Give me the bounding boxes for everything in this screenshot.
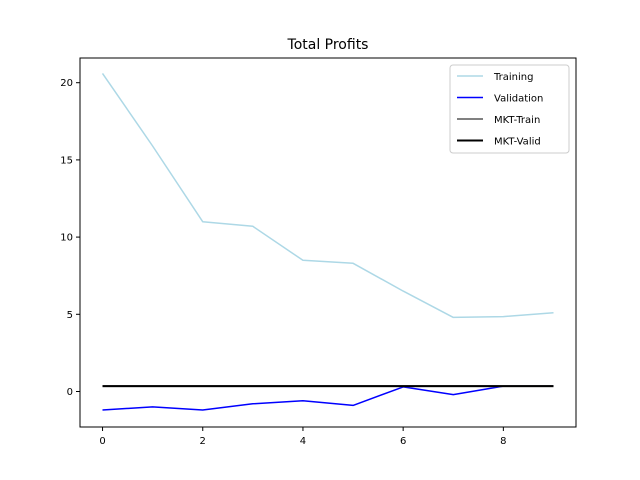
legend-label: MKT-Train bbox=[494, 115, 540, 126]
legend-label: MKT-Valid bbox=[494, 137, 541, 148]
x-tick-label: 2 bbox=[200, 436, 206, 447]
legend-box bbox=[449, 64, 570, 154]
x-tick-label: 4 bbox=[300, 436, 306, 447]
plot-area bbox=[101, 72, 554, 411]
y-tick-label: 5 bbox=[67, 310, 73, 321]
axes-frame bbox=[79, 57, 577, 428]
legend-label: Validation bbox=[494, 94, 543, 105]
x-tick-label: 6 bbox=[400, 436, 406, 447]
legend: Training Validation MKT-Train MKT-Valid bbox=[449, 64, 570, 154]
axes: 0 2 4 6 8 0 5 10 15 20 bbox=[60, 57, 577, 447]
legend-label: Training bbox=[493, 72, 533, 83]
chart-title: Total Profits bbox=[287, 37, 369, 53]
y-tick-label: 0 bbox=[67, 387, 73, 398]
x-tick-label: 8 bbox=[500, 436, 506, 447]
series-line-training bbox=[101, 72, 554, 319]
y-tick-label: 10 bbox=[60, 233, 73, 244]
y-tick-label: 20 bbox=[60, 78, 73, 89]
y-tick-label: 15 bbox=[60, 155, 73, 166]
series-line-validation bbox=[102, 385, 554, 411]
x-tick-label: 0 bbox=[99, 436, 105, 447]
